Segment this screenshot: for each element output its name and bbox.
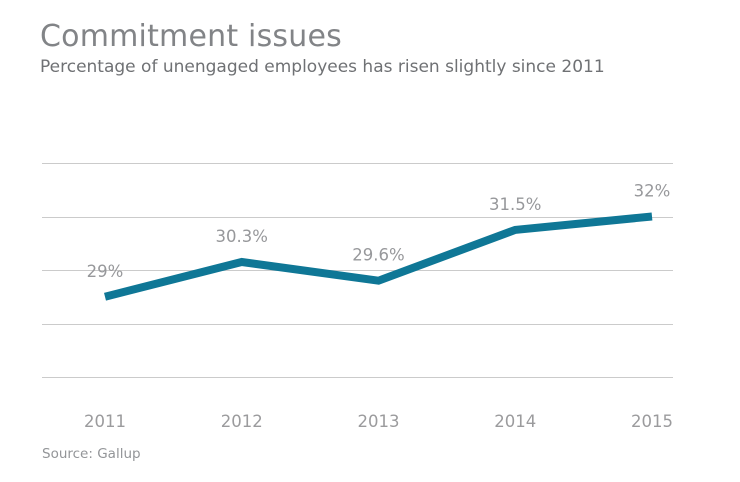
chart-subtitle: Percentage of unengaged employees has ri… bbox=[40, 57, 605, 77]
x-axis-label: 2013 bbox=[358, 412, 400, 431]
chart-title: Commitment issues bbox=[40, 19, 342, 54]
source-note: Source: Gallup bbox=[42, 446, 141, 462]
x-axis-label: 2014 bbox=[494, 412, 536, 431]
x-axis-label: 2011 bbox=[84, 412, 126, 431]
x-axis-label: 2015 bbox=[631, 412, 673, 431]
data-point-label: 32% bbox=[634, 182, 671, 201]
x-axis-label: 2012 bbox=[221, 412, 263, 431]
trend-line bbox=[104, 212, 653, 301]
data-point-label: 29% bbox=[87, 262, 124, 281]
data-point-label: 31.5% bbox=[489, 195, 541, 214]
data-point-label: 30.3% bbox=[216, 227, 268, 246]
data-point-label: 29.6% bbox=[352, 246, 404, 265]
